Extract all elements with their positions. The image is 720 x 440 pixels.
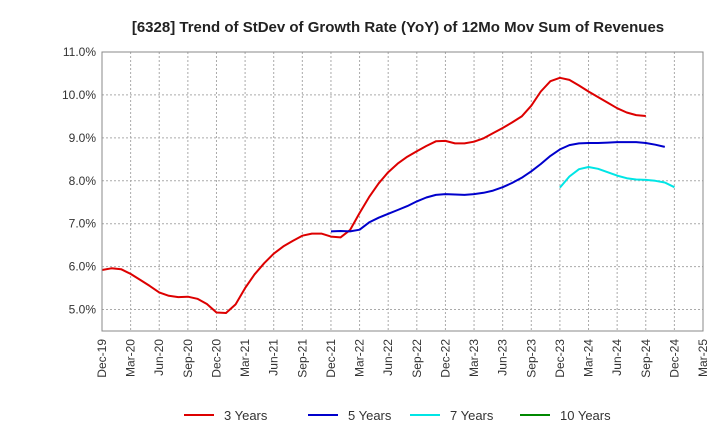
series-line-5-years [330,141,666,233]
x-tick-label: Jun-22 [381,339,395,376]
x-tick-label: Dec-21 [324,339,338,378]
y-tick-label: 10.0% [62,88,96,102]
x-tick-label: Mar-24 [582,339,596,377]
x-axis: Dec-19 Mar-20 Jun-20 Sep-20 Dec-20 Mar-21 Jun-… [95,339,710,378]
x-tick-label: Mar-23 [467,339,481,377]
x-tick-label: Sep-23 [524,339,538,378]
legend-label: 5 Years [348,408,392,423]
x-tick-label: Mar-21 [238,339,252,377]
x-tick-label: Sep-20 [181,339,195,378]
y-tick-label: 6.0% [69,260,97,274]
legend-item-3-years: 3 Years [184,408,268,423]
x-tick-label: Mar-20 [124,339,138,377]
x-tick-label: Dec-24 [667,339,681,378]
x-tick-label: Jun-20 [152,339,166,376]
plot-frame [101,51,704,332]
x-tick-label: Sep-21 [295,339,309,378]
x-tick-label: Jun-24 [610,339,624,376]
x-tick-label: Jun-23 [496,339,510,376]
x-tick-label: Dec-19 [95,339,109,378]
y-tick-label: 8.0% [69,174,97,188]
x-tick-label: Sep-22 [410,339,424,378]
legend-label: 3 Years [224,408,268,423]
y-tick-label: 9.0% [69,131,97,145]
y-tick-label: 5.0% [69,303,97,317]
legend-item-7-years: 7 Years [410,408,494,423]
y-tick-label: 7.0% [69,217,97,231]
legend-label: 10 Years [560,408,611,423]
x-tick-label: Dec-22 [438,339,452,378]
x-tick-label: Sep-24 [639,339,653,378]
series-lines [101,76,675,314]
series-line-3-years [101,76,646,314]
x-tick-label: Mar-22 [353,339,367,377]
legend-item-5-years: 5 Years [308,408,392,423]
x-tick-label: Dec-23 [553,339,567,378]
legend-label: 7 Years [450,408,494,423]
x-tick-label: Mar-25 [696,339,710,377]
x-tick-label: Dec-20 [209,339,223,378]
x-tick-label: Jun-21 [267,339,281,376]
legend: 3 Years 5 Years 7 Years 10 Years [184,408,611,423]
y-tick-label: 11.0% [63,45,96,59]
legend-item-10-years: 10 Years [520,408,611,423]
series-line-7-years [559,166,675,189]
chart-title: [6328] Trend of StDev of Growth Rate (Yo… [132,19,664,36]
y-axis: 5.0% 6.0% 7.0% 8.0% 9.0% 10.0% 11.0% [62,45,96,317]
grid [101,51,704,331]
